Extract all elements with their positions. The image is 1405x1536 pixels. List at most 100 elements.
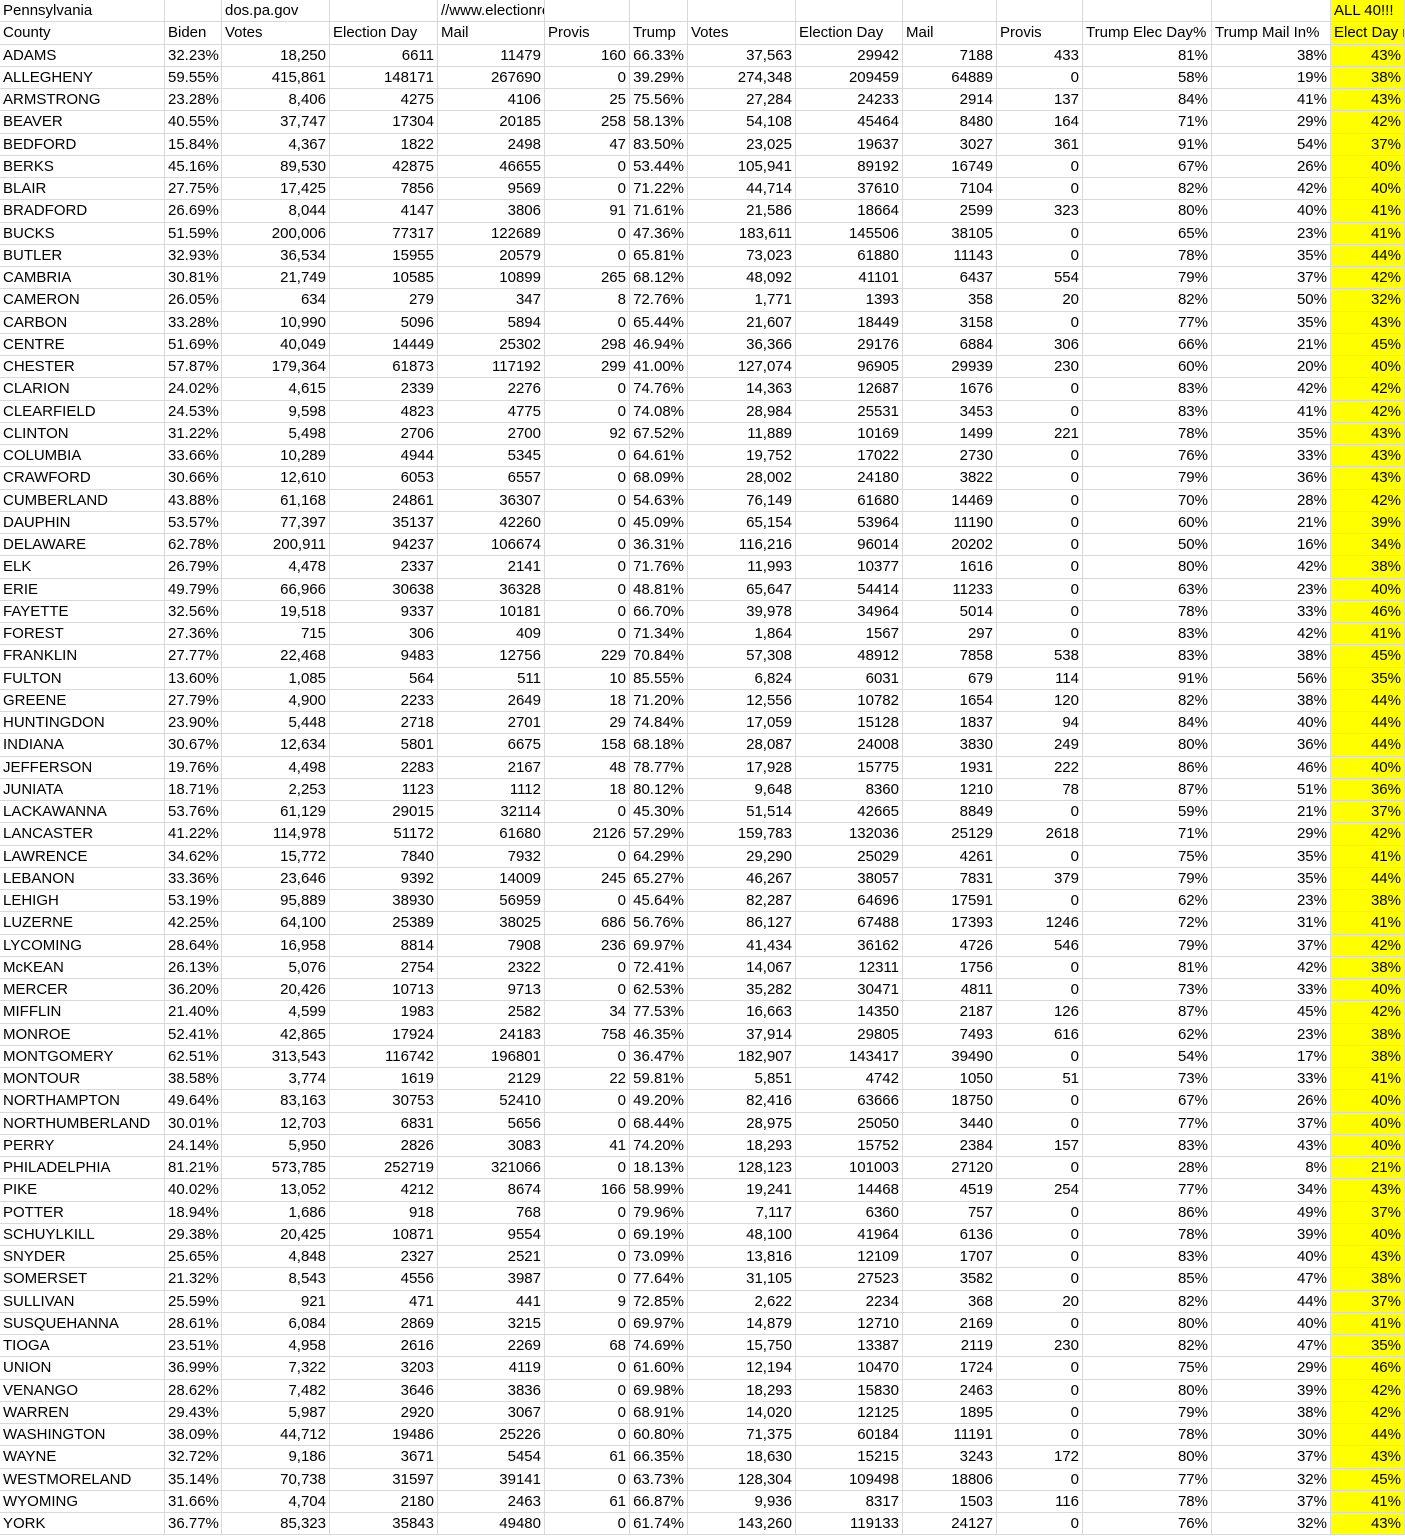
cell[interactable]: 18,630 bbox=[688, 1446, 796, 1469]
cell[interactable]: 7188 bbox=[903, 44, 997, 67]
cell[interactable]: 0 bbox=[997, 1090, 1083, 1113]
cell[interactable]: 179,364 bbox=[222, 356, 330, 379]
cell[interactable]: 45464 bbox=[796, 111, 903, 134]
cell[interactable]: 2826 bbox=[330, 1134, 438, 1157]
cell[interactable]: HUNTINGDON bbox=[0, 712, 165, 735]
cell[interactable]: 2339 bbox=[330, 378, 438, 401]
cell[interactable]: 36% bbox=[1331, 778, 1405, 801]
cell[interactable]: 5,851 bbox=[688, 1068, 796, 1091]
cell[interactable]: 471 bbox=[330, 1290, 438, 1313]
cell[interactable]: BEAVER bbox=[0, 111, 165, 134]
cell[interactable]: 11233 bbox=[903, 578, 997, 601]
cell[interactable]: 7831 bbox=[903, 867, 997, 890]
cell[interactable]: 538 bbox=[997, 645, 1083, 668]
cell[interactable]: 12,556 bbox=[688, 689, 796, 712]
cell[interactable]: 19637 bbox=[796, 133, 903, 156]
cell[interactable]: 78% bbox=[1083, 1490, 1212, 1513]
cell[interactable]: 24.02% bbox=[165, 378, 222, 401]
cell[interactable]: 3453 bbox=[903, 400, 997, 423]
cell[interactable]: 40.02% bbox=[165, 1179, 222, 1202]
cell[interactable]: 2327 bbox=[330, 1246, 438, 1269]
cell[interactable]: 2754 bbox=[330, 956, 438, 979]
cell[interactable]: 79% bbox=[1083, 934, 1212, 957]
cell[interactable]: 1,771 bbox=[688, 289, 796, 312]
cell[interactable]: 87% bbox=[1083, 778, 1212, 801]
cell[interactable]: 50% bbox=[1212, 289, 1331, 312]
cell[interactable]: 2582 bbox=[438, 1001, 545, 1024]
cell[interactable]: 409 bbox=[438, 623, 545, 646]
cell[interactable]: 1822 bbox=[330, 133, 438, 156]
cell[interactable]: 0 bbox=[545, 445, 630, 468]
cell[interactable]: 2463 bbox=[903, 1379, 997, 1402]
cell[interactable]: 35% bbox=[1331, 667, 1405, 690]
cell[interactable]: 61680 bbox=[796, 489, 903, 512]
cell[interactable]: 41% bbox=[1212, 89, 1331, 112]
cell[interactable]: 8% bbox=[1212, 1157, 1331, 1180]
cell[interactable]: 40% bbox=[1331, 756, 1405, 779]
cell[interactable]: 44% bbox=[1212, 1290, 1331, 1313]
cell[interactable]: 45% bbox=[1331, 1468, 1405, 1491]
cell[interactable]: 34 bbox=[545, 1001, 630, 1024]
cell[interactable]: 43% bbox=[1331, 445, 1405, 468]
cell[interactable]: 76% bbox=[1083, 445, 1212, 468]
cell[interactable]: 79% bbox=[1083, 867, 1212, 890]
cell[interactable]: 77% bbox=[1083, 311, 1212, 334]
cell[interactable]: 91 bbox=[545, 200, 630, 223]
cell[interactable]: 29.38% bbox=[165, 1223, 222, 1246]
cell[interactable]: ALLEGHENY bbox=[0, 66, 165, 89]
cell[interactable]: 82% bbox=[1083, 1335, 1212, 1358]
cell[interactable]: 38025 bbox=[438, 912, 545, 935]
cell[interactable]: CARBON bbox=[0, 311, 165, 334]
cell[interactable]: 0 bbox=[997, 400, 1083, 423]
cell[interactable]: 31.66% bbox=[165, 1490, 222, 1513]
cell[interactable]: MONTGOMERY bbox=[0, 1045, 165, 1068]
cell[interactable]: 0 bbox=[545, 600, 630, 623]
cell[interactable]: 58% bbox=[1083, 66, 1212, 89]
cell[interactable]: 116 bbox=[997, 1490, 1083, 1513]
cell[interactable]: 42% bbox=[1212, 556, 1331, 579]
cell[interactable]: 40% bbox=[1212, 200, 1331, 223]
cell[interactable]: 60.80% bbox=[630, 1424, 688, 1447]
cell[interactable]: 2337 bbox=[330, 556, 438, 579]
cell[interactable]: 28% bbox=[1083, 1157, 1212, 1180]
cell[interactable]: 38% bbox=[1212, 645, 1331, 668]
cell[interactable]: 8,406 bbox=[222, 89, 330, 112]
cell[interactable]: DAUPHIN bbox=[0, 511, 165, 534]
cell[interactable]: 70% bbox=[1083, 489, 1212, 512]
cell[interactable]: 3830 bbox=[903, 734, 997, 757]
cell[interactable]: 323 bbox=[997, 200, 1083, 223]
cell[interactable]: 85,323 bbox=[222, 1513, 330, 1536]
cell[interactable]: 1210 bbox=[903, 778, 997, 801]
cell[interactable]: 40% bbox=[1331, 356, 1405, 379]
cell[interactable]: 9392 bbox=[330, 867, 438, 890]
cell[interactable]: 23.51% bbox=[165, 1335, 222, 1358]
cell[interactable]: 25.59% bbox=[165, 1290, 222, 1313]
cell[interactable]: 5894 bbox=[438, 311, 545, 334]
cell[interactable]: 306 bbox=[330, 623, 438, 646]
cell[interactable]: 44% bbox=[1331, 244, 1405, 267]
cell[interactable]: 65.27% bbox=[630, 867, 688, 890]
cell[interactable]: 2276 bbox=[438, 378, 545, 401]
cell[interactable]: 17304 bbox=[330, 111, 438, 134]
cell[interactable]: 32.72% bbox=[165, 1446, 222, 1469]
cell[interactable]: 21% bbox=[1212, 333, 1331, 356]
cell[interactable]: 42665 bbox=[796, 801, 903, 824]
cell[interactable]: 79.96% bbox=[630, 1201, 688, 1224]
cell[interactable]: ERIE bbox=[0, 578, 165, 601]
cell[interactable]: 10,289 bbox=[222, 445, 330, 468]
cell[interactable]: 4212 bbox=[330, 1179, 438, 1202]
cell[interactable]: 0 bbox=[545, 311, 630, 334]
cell[interactable]: 17,425 bbox=[222, 178, 330, 201]
cell[interactable]: BLAIR bbox=[0, 178, 165, 201]
cell[interactable]: 49% bbox=[1212, 1201, 1331, 1224]
cell[interactable]: 26% bbox=[1212, 155, 1331, 178]
cell[interactable]: 65% bbox=[1083, 222, 1212, 245]
cell[interactable]: 59% bbox=[1083, 801, 1212, 824]
cell[interactable] bbox=[165, 0, 222, 23]
cell[interactable]: 1707 bbox=[903, 1246, 997, 1269]
cell[interactable]: 14,020 bbox=[688, 1401, 796, 1424]
cell[interactable]: 25389 bbox=[330, 912, 438, 935]
cell[interactable]: 96905 bbox=[796, 356, 903, 379]
cell[interactable]: 89,530 bbox=[222, 155, 330, 178]
cell[interactable]: 39490 bbox=[903, 1045, 997, 1068]
